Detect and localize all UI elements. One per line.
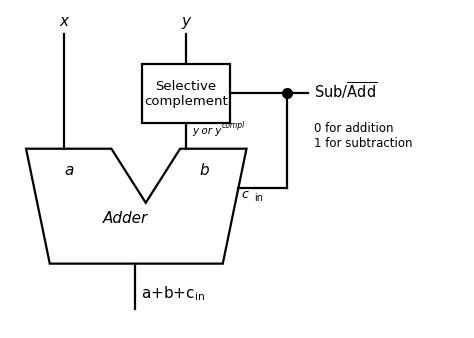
Text: Selective
complement: Selective complement [144,80,228,108]
Text: y: y [182,14,191,29]
Text: b: b [199,163,209,178]
Text: compl: compl [222,121,245,130]
Text: Sub/$\overline{\mathrm{Add}}$: Sub/$\overline{\mathrm{Add}}$ [314,80,377,100]
Text: a: a [64,163,73,178]
Text: $c$: $c$ [241,188,249,201]
Text: Adder: Adder [103,211,148,225]
FancyBboxPatch shape [142,64,230,123]
Text: x: x [60,14,68,29]
Text: in: in [254,193,263,203]
Text: 0 for addition
1 for subtraction: 0 for addition 1 for subtraction [314,122,412,150]
Text: y or y: y or y [192,126,221,136]
Text: a+b+c$_{\mathrm{in}}$: a+b+c$_{\mathrm{in}}$ [141,284,205,303]
